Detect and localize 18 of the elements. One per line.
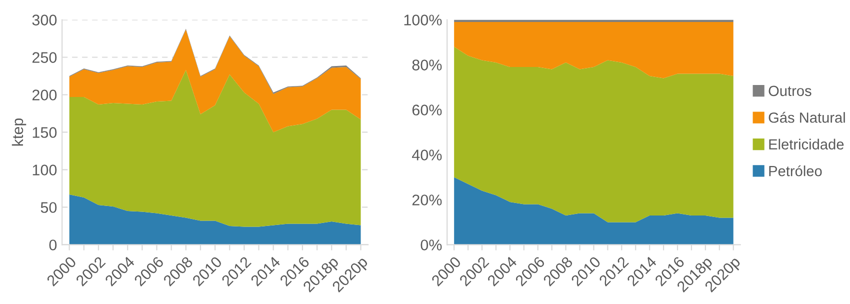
y-tick-label: 150 (32, 127, 57, 138)
y-tick-label: 100 (32, 164, 57, 176)
legend-label: Petróleo (769, 165, 822, 176)
y-axis-title: ktep (12, 118, 26, 146)
y-tick-label: 200 (32, 90, 57, 100)
y-tick-label: 50 (40, 202, 57, 213)
y-tick-label: 250 (32, 52, 57, 63)
y-tick-label: 100% (404, 14, 442, 26)
y-tick-label: 80% (412, 60, 442, 70)
legend-label: Outros (768, 86, 812, 96)
y-tick-label: 60% (412, 104, 442, 116)
y-tick-label: 20% (412, 194, 442, 206)
y-tick-label: 0 (49, 240, 57, 250)
legend-label: Gás Natural (768, 112, 845, 123)
legend-label: Eletricidade (769, 138, 844, 150)
y-tick-label: 300 (32, 14, 57, 26)
y-tick-label: 40% (412, 150, 442, 160)
y-tick-label: 0% (420, 240, 442, 250)
